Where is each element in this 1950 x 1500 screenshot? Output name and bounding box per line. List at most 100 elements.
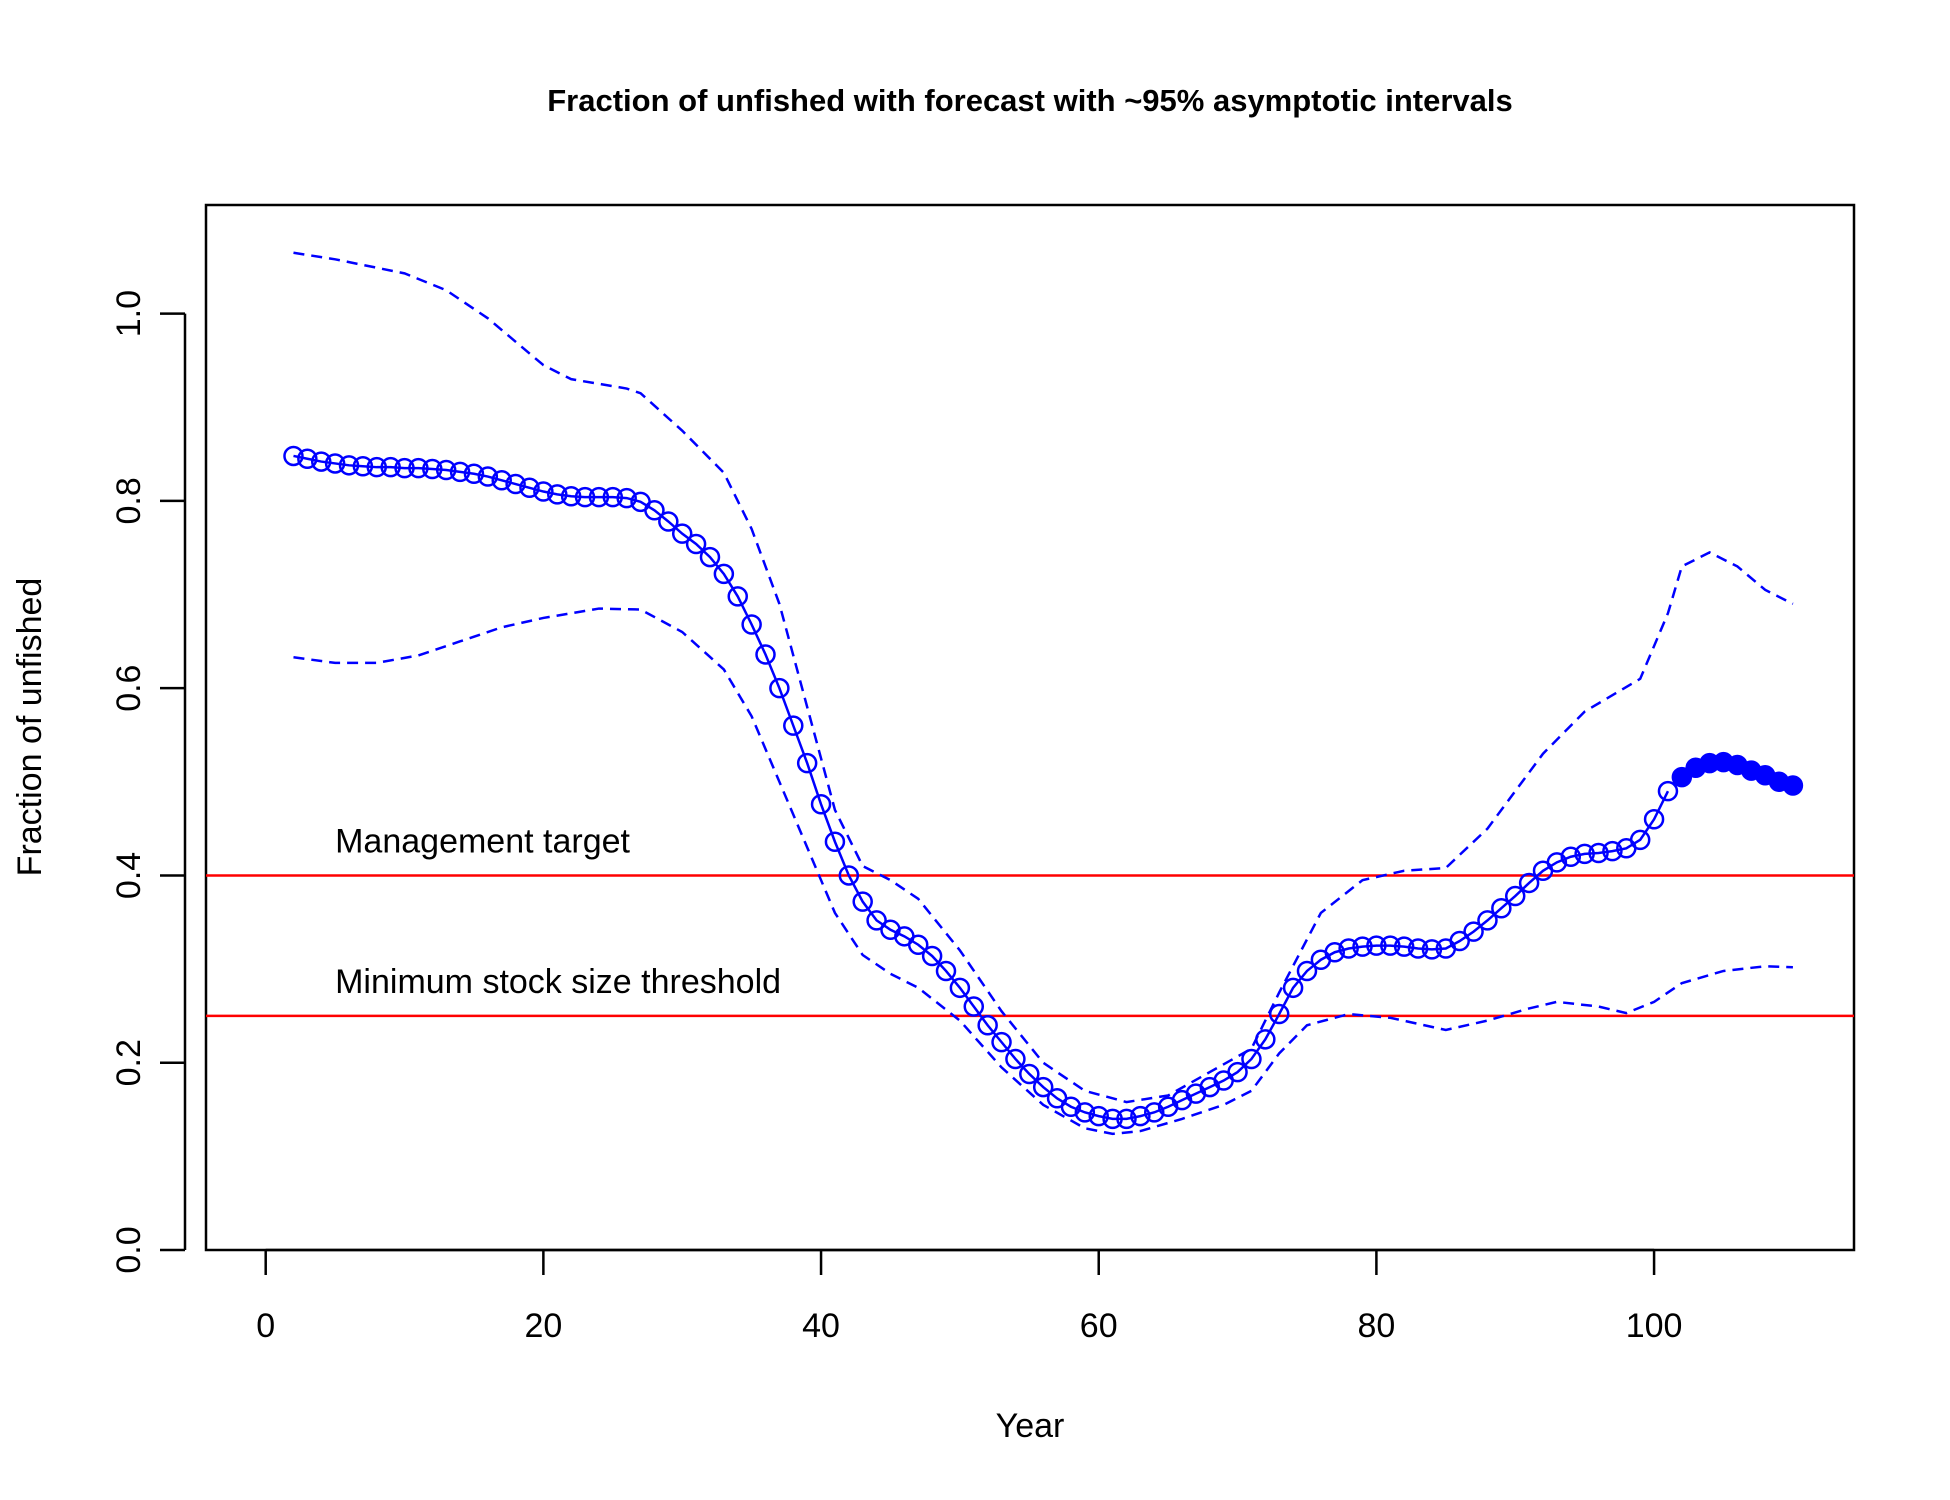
reference-label: Minimum stock size threshold	[335, 963, 781, 1001]
data-point	[1130, 1105, 1151, 1127]
data-point	[574, 486, 596, 508]
x-tick-label: 20	[524, 1307, 562, 1345]
x-axis-label: Year	[996, 1407, 1065, 1445]
data-point	[838, 865, 860, 886]
data-point	[1060, 1096, 1082, 1117]
chart-title: Fraction of unfished with forecast with …	[547, 83, 1513, 118]
data-point	[1241, 1048, 1262, 1070]
series-line	[293, 251, 1794, 1104]
data-point	[713, 563, 735, 585]
data-point	[338, 455, 360, 476]
data-point	[1560, 846, 1582, 867]
data-point	[977, 1015, 998, 1036]
data-point	[560, 485, 582, 507]
data-point	[1546, 852, 1568, 873]
data-point	[1393, 936, 1415, 957]
data-point	[741, 614, 762, 635]
data-point	[796, 752, 818, 774]
data-point	[616, 487, 637, 509]
data-point	[1449, 930, 1470, 952]
data-point	[810, 794, 832, 815]
x-tick-label: 60	[1080, 1307, 1118, 1345]
series-line	[293, 607, 1793, 1136]
y-tick-label: 1.0	[110, 290, 148, 337]
data-point	[1032, 1076, 1054, 1098]
data-point	[824, 831, 846, 852]
data-point	[644, 500, 665, 521]
data-point	[491, 470, 512, 491]
data-point	[671, 523, 693, 544]
data-point	[1491, 897, 1512, 919]
data-point	[1671, 766, 1693, 788]
data-point	[866, 910, 887, 931]
data-point	[310, 451, 332, 472]
data-point	[297, 448, 318, 470]
data-point	[852, 891, 873, 912]
data-point	[963, 996, 985, 1017]
data-point	[1643, 809, 1665, 830]
data-point	[783, 715, 804, 736]
x-tick-label: 0	[256, 1307, 275, 1345]
data-point	[1463, 921, 1484, 942]
data-point	[449, 461, 471, 483]
data-point	[1088, 1105, 1109, 1127]
data-point	[1102, 1108, 1123, 1130]
data-point	[1324, 941, 1345, 963]
data-point	[935, 960, 957, 982]
data-point	[1338, 938, 1359, 959]
y-tick-label: 0.0	[110, 1226, 148, 1273]
data-point	[519, 477, 540, 499]
data-point	[1227, 1061, 1248, 1083]
data-point	[588, 486, 610, 508]
data-point	[1366, 935, 1387, 956]
data-point	[352, 456, 374, 477]
x-tick-label: 100	[1626, 1307, 1683, 1345]
data-point	[1574, 843, 1595, 865]
data-point	[949, 977, 971, 999]
data-point	[1005, 1048, 1026, 1070]
data-point	[658, 511, 679, 532]
data-point	[991, 1031, 1012, 1053]
data-point	[1296, 960, 1318, 982]
data-point	[477, 466, 499, 487]
y-tick-label: 0.6	[110, 665, 148, 712]
data-point	[1074, 1102, 1096, 1123]
data-point	[685, 533, 707, 555]
data-point	[547, 484, 568, 505]
data-point	[283, 445, 304, 467]
data-point	[1282, 977, 1304, 999]
data-point	[1019, 1063, 1040, 1085]
y-tick-label: 0.4	[110, 852, 148, 899]
data-point	[533, 481, 554, 502]
data-point	[408, 457, 429, 479]
reference-label: Management target	[335, 822, 630, 860]
data-point	[1268, 1003, 1290, 1025]
x-tick-label: 40	[802, 1307, 840, 1345]
data-point	[1352, 936, 1373, 957]
data-point	[324, 453, 346, 474]
data-point	[1629, 829, 1651, 851]
data-point	[907, 934, 929, 955]
data-point	[1421, 939, 1443, 960]
data-point	[699, 546, 721, 568]
data-point	[602, 486, 624, 508]
data-point	[435, 459, 457, 481]
data-point	[1407, 938, 1429, 959]
data-point	[463, 463, 485, 484]
data-point	[1602, 840, 1623, 862]
data-point	[1144, 1102, 1165, 1123]
data-point	[1657, 780, 1679, 802]
data-point	[1518, 872, 1540, 894]
x-tick-label: 80	[1357, 1307, 1395, 1345]
data-point	[366, 456, 388, 478]
y-tick-label: 0.8	[110, 477, 148, 524]
data-point	[1116, 1108, 1137, 1130]
data-point	[1504, 885, 1526, 907]
data-point	[769, 677, 790, 699]
data-point	[921, 945, 943, 967]
data-point	[755, 644, 776, 665]
data-point	[1588, 842, 1609, 864]
y-axis-label: Fraction of unfished	[11, 578, 49, 877]
